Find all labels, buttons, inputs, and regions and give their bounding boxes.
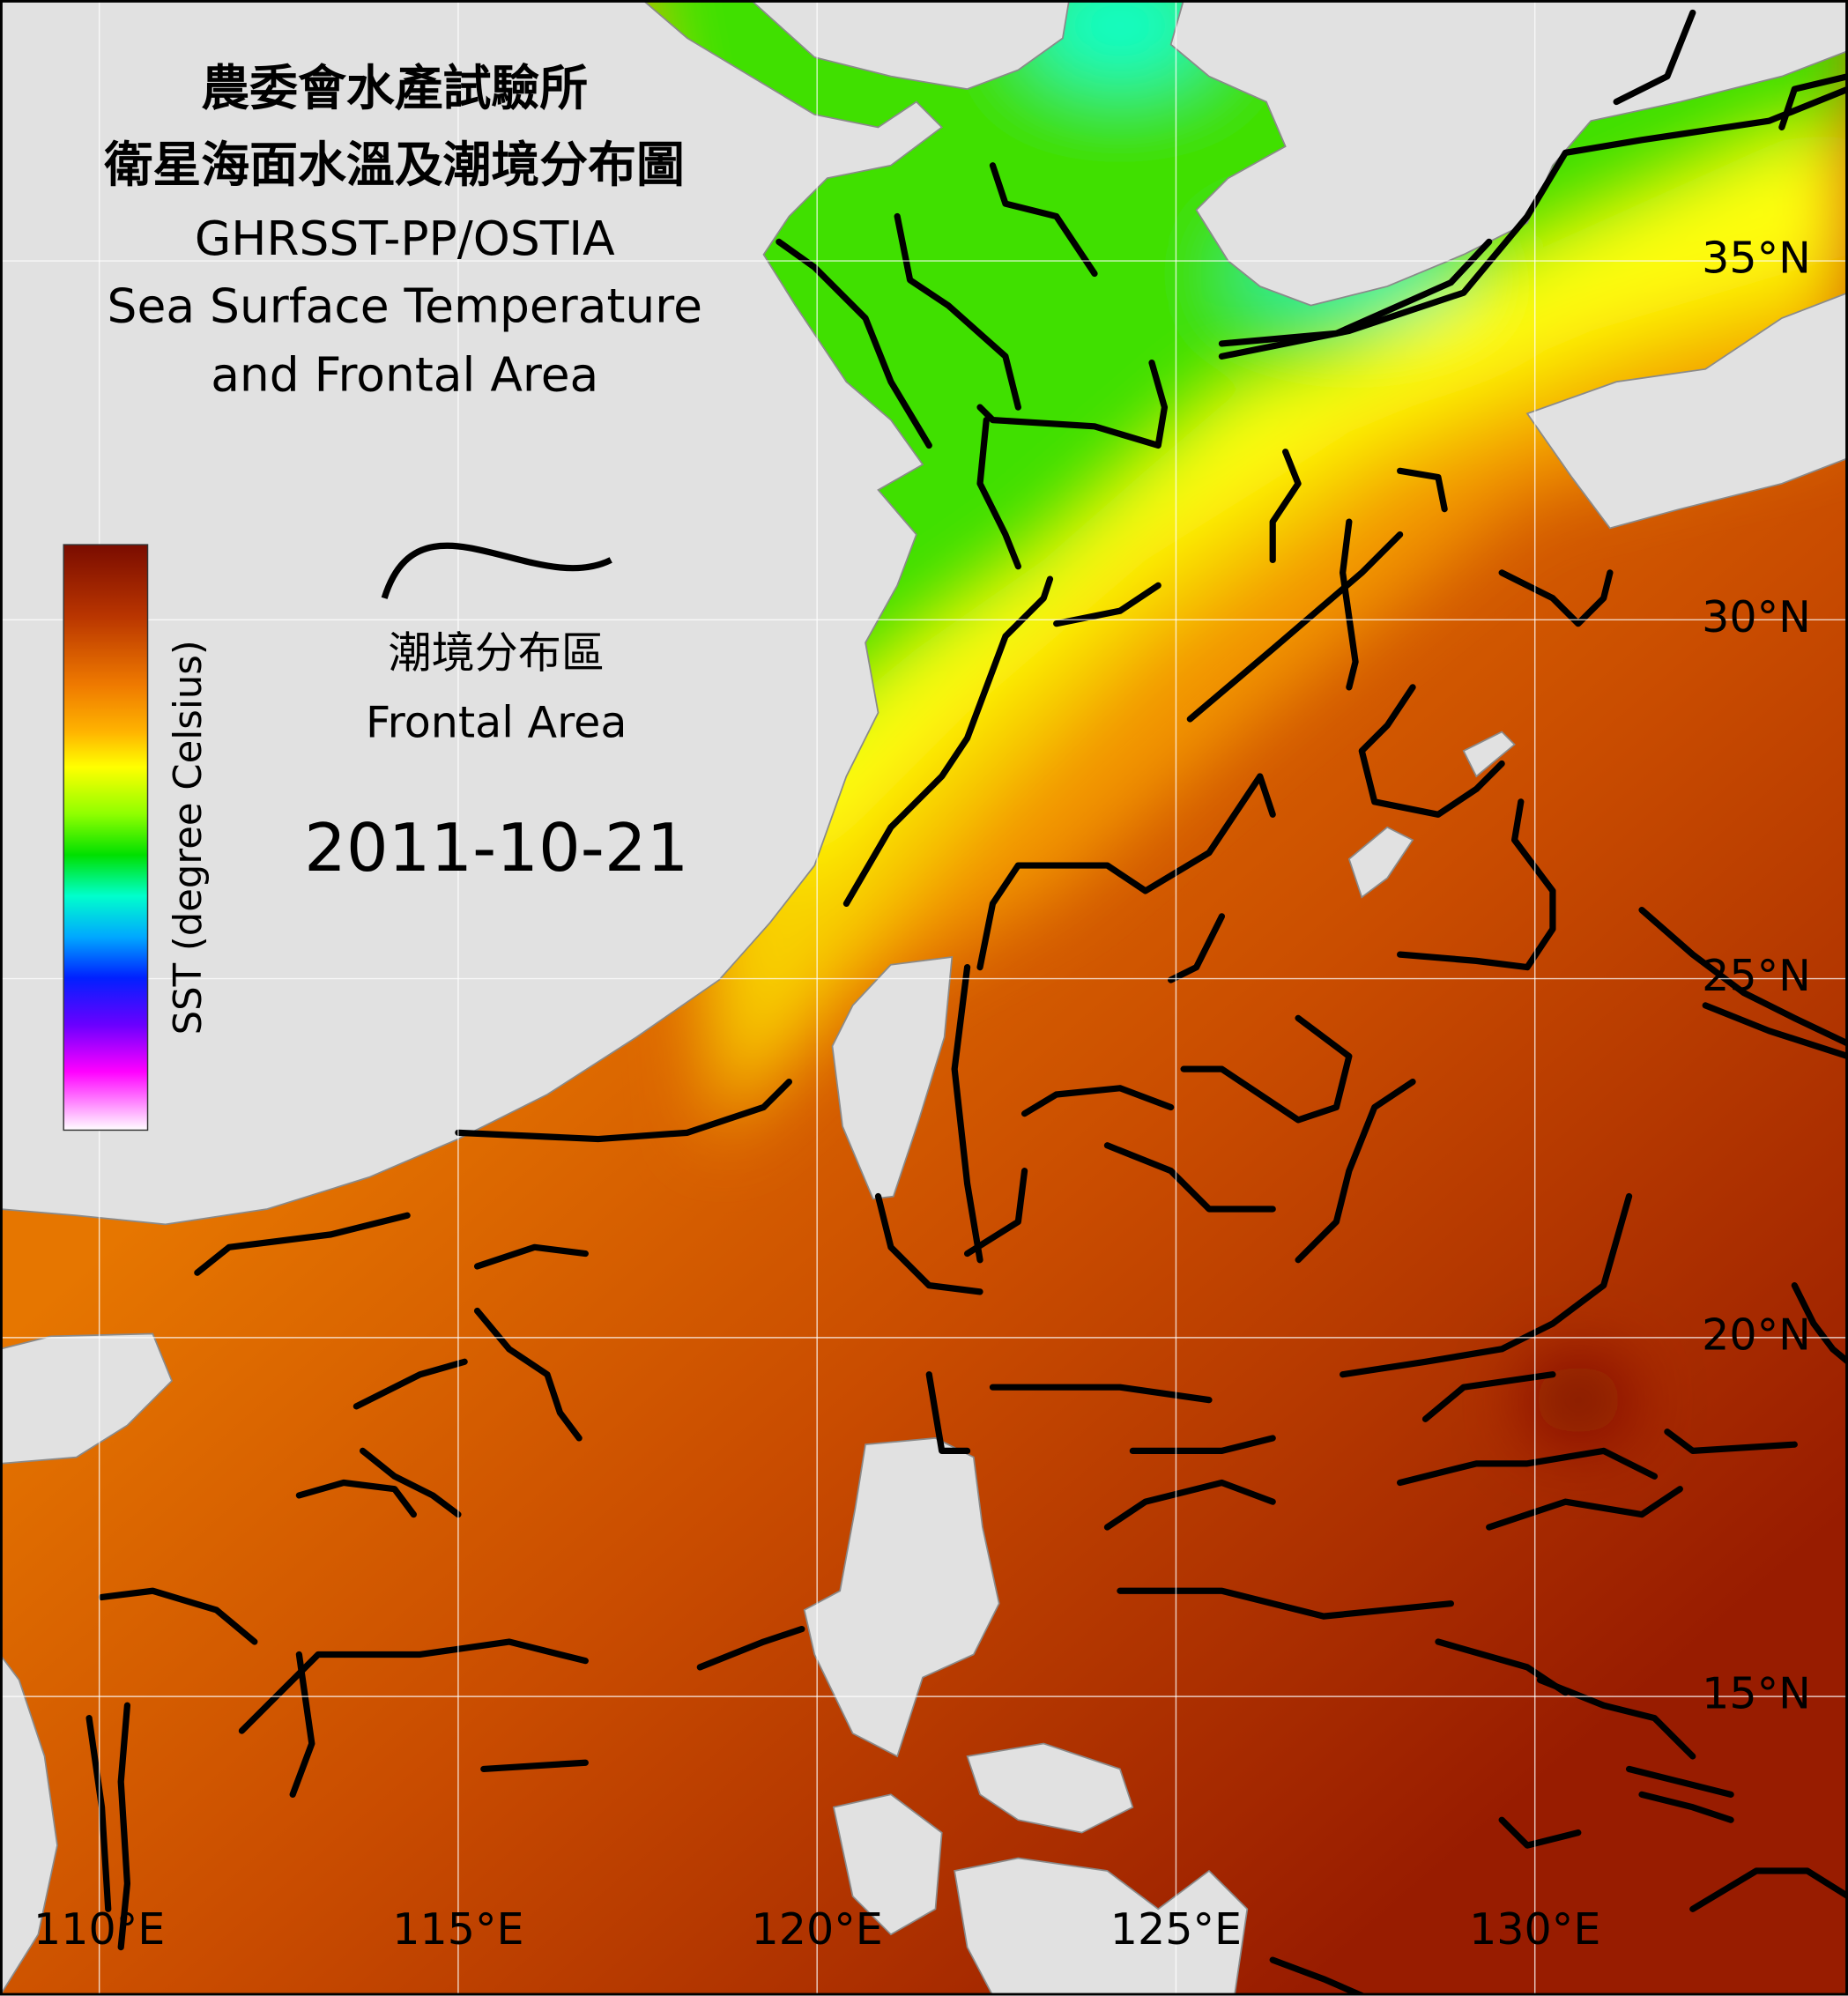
title-zh-2: 衛星海面水溫及潮境分布圖	[104, 137, 685, 193]
legend-label-en: Frontal Area	[366, 697, 627, 748]
colorbar: SST (degree Celsius)	[63, 544, 211, 1132]
title-en-2: Sea Surface Temperature	[108, 278, 702, 334]
longitude-label: 110°E	[33, 1903, 165, 1955]
longitude-label: 115°E	[392, 1903, 523, 1955]
longitude-label: 120°E	[752, 1903, 883, 1955]
longitude-label: 130°E	[1469, 1903, 1600, 1955]
latitude-label: 20°N	[1702, 1309, 1811, 1360]
latitude-label: 15°N	[1702, 1668, 1811, 1719]
title-en-1: GHRSST-PP/OSTIA	[195, 211, 615, 266]
legend-line	[381, 542, 612, 599]
colorbar-label: SST (degree Celsius)	[167, 640, 211, 1035]
legend-label-zh: 潮境分布區	[389, 627, 605, 678]
latitude-label: 35°N	[1702, 233, 1811, 284]
sst-zones	[620, 0, 1848, 1438]
latitude-label: 30°N	[1702, 591, 1811, 642]
longitude-label: 125°E	[1110, 1903, 1242, 1955]
date: 2011-10-21	[304, 809, 688, 887]
title-block: 農委會水產試驗所 衛星海面水溫及潮境分布圖 GHRSST-PP/OSTIA Se…	[104, 60, 702, 402]
colorbar-ramp	[63, 544, 149, 1132]
frontal-lines	[85, 9, 1848, 1996]
title-zh-1: 農委會水產試驗所	[201, 60, 588, 116]
latitude-label: 25°N	[1702, 950, 1811, 1001]
title-en-3: and Frontal Area	[211, 347, 598, 403]
legend: 潮境分布區 Frontal Area	[366, 542, 627, 748]
